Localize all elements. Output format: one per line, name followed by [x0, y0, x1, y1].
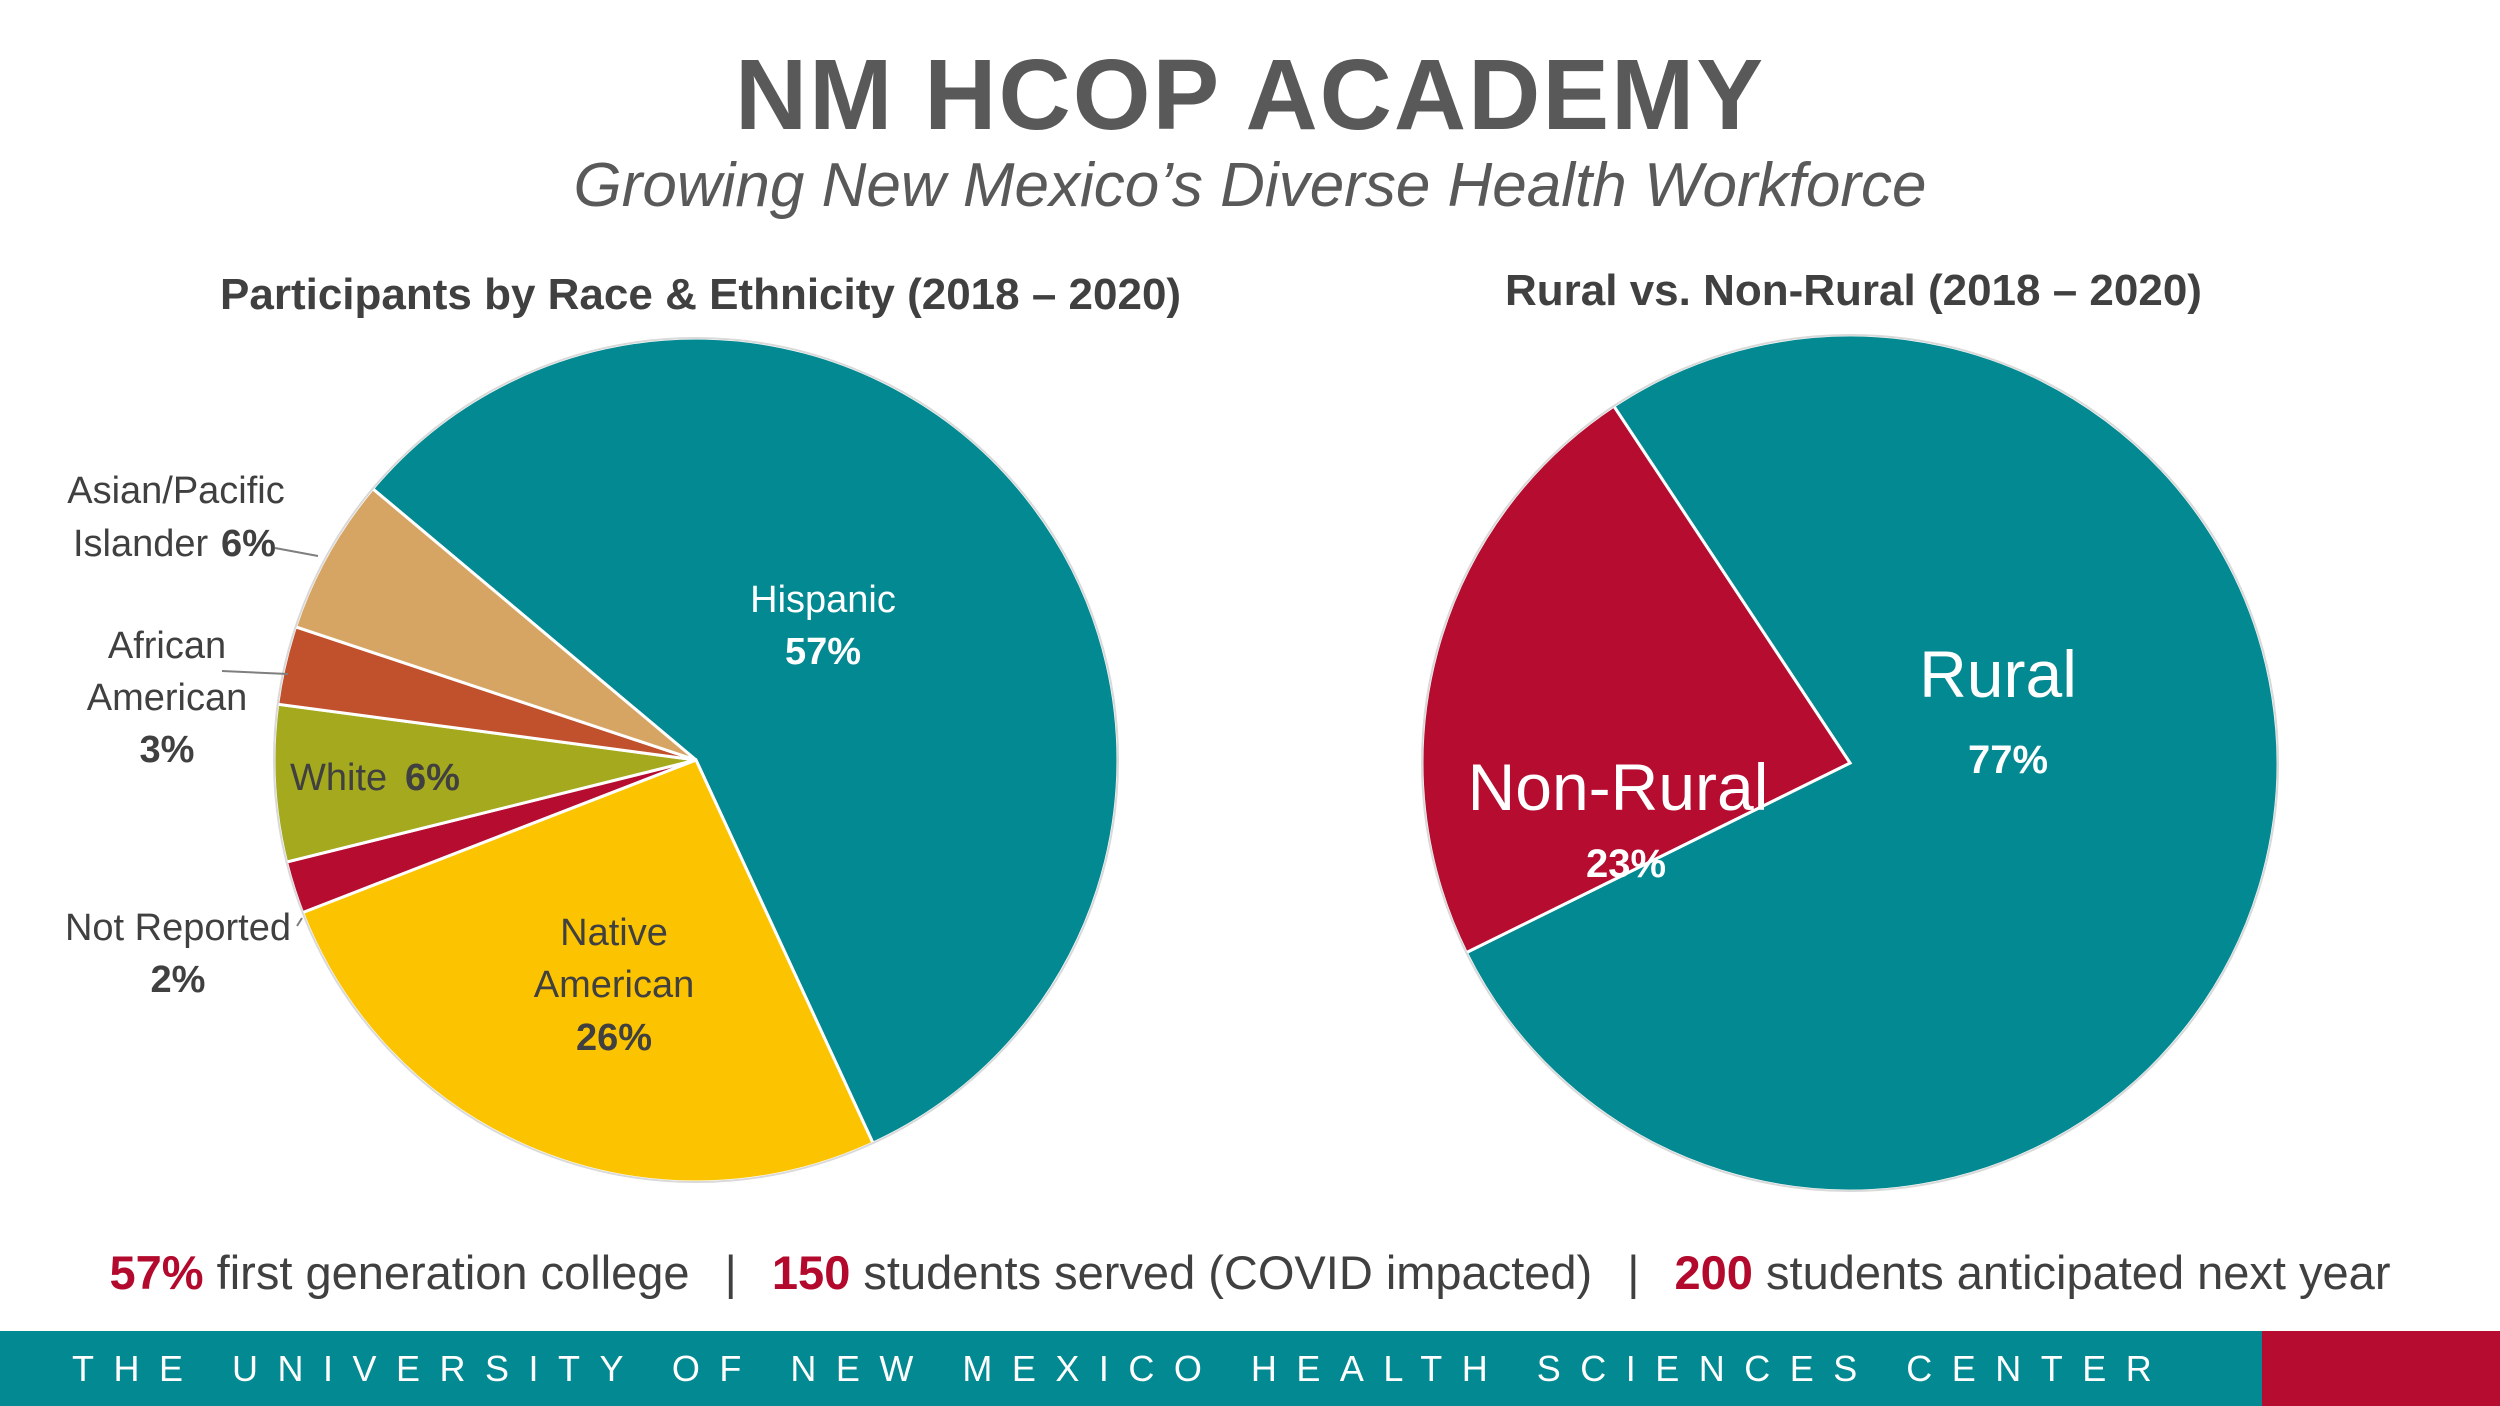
charts-canvas: Hispanic 57% Native American 26% White 6…: [65, 333, 2280, 1193]
footer-accent: [2262, 1331, 2500, 1406]
notreported-label: Not Reported: [65, 907, 291, 949]
separator: |: [724, 1246, 737, 1299]
white-percent: 6%: [405, 757, 460, 799]
nonrural-label: Non-Rural: [1468, 750, 1769, 824]
african-label-line2: American: [87, 677, 248, 719]
race-ethnicity-pie: [272, 336, 1120, 1184]
african-percent: 3%: [140, 729, 195, 771]
native-label-line1: Native: [560, 912, 668, 954]
race-chart-title: Participants by Race & Ethnicity (2018 –…: [220, 270, 1182, 319]
african-label-line1: African: [108, 625, 226, 667]
footer-bar: [0, 1331, 2262, 1406]
footer-text: THE UNIVERSITY OF NEW MEXICO HEALTH SCIE…: [72, 1348, 2172, 1389]
hispanic-label: Hispanic: [750, 579, 896, 621]
african-leader-line: [221, 670, 289, 675]
first-gen-text: first generation college: [216, 1246, 690, 1299]
served-text: students served (COVID impacted): [863, 1246, 1593, 1299]
native-percent: 26%: [576, 1017, 652, 1059]
native-label-line2: American: [534, 964, 695, 1006]
asian-leader-line: [274, 547, 319, 557]
first-gen-value: 57%: [109, 1246, 204, 1299]
asian-label-line2: Islander: [73, 523, 209, 565]
anticipated-value: 200: [1674, 1246, 1753, 1299]
hispanic-percent: 57%: [785, 631, 861, 673]
page-title: NM HCOP ACADEMY: [734, 39, 1766, 151]
nonrural-percent: 23%: [1586, 842, 1666, 886]
pie-outline: [273, 337, 1119, 1183]
page-subtitle: Growing New Mexico’s Diverse Health Work…: [573, 151, 1927, 220]
asian-label-line1: Asian/Pacific: [67, 470, 285, 512]
notreported-leader-line: [296, 917, 303, 927]
rural-percent: 77%: [1968, 738, 2048, 782]
notreported-percent: 2%: [151, 959, 206, 1001]
rural-pie: [1420, 333, 2280, 1193]
anticipated-text: students anticipated next year: [1766, 1246, 2391, 1299]
pie-outline: [1421, 334, 2279, 1192]
separator: |: [1627, 1246, 1640, 1299]
rural-label: Rural: [1919, 637, 2077, 711]
rural-chart-title: Rural vs. Non-Rural (2018 – 2020): [1505, 266, 2202, 315]
asian-percent: 6%: [221, 523, 276, 565]
stats-line: 57% first generation college | 150 stude…: [0, 1245, 2500, 1300]
served-value: 150: [771, 1246, 851, 1299]
white-label: White: [290, 757, 387, 799]
